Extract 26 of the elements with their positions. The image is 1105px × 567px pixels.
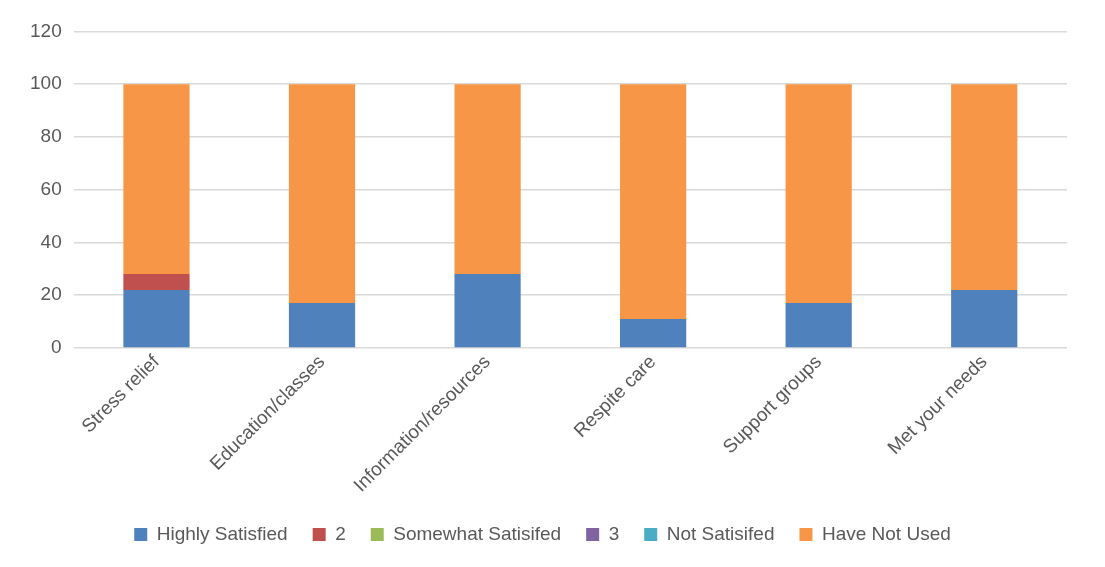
bar <box>288 84 356 304</box>
bar <box>785 303 852 348</box>
bar <box>620 84 687 319</box>
bar <box>620 318 687 348</box>
y-tick-label: 80 <box>40 125 62 147</box>
y-tick-label: 100 <box>30 72 62 94</box>
legend-label: Have Not Used <box>821 522 951 544</box>
bar <box>951 289 1018 348</box>
bar <box>123 274 190 290</box>
bar <box>123 84 190 275</box>
legend-label: Highly Satisfied <box>156 522 288 544</box>
bar <box>454 84 521 275</box>
bar <box>951 84 1018 290</box>
legend-label: 2 <box>335 522 346 544</box>
bar <box>454 274 521 348</box>
y-tick-label: 20 <box>40 283 62 305</box>
y-tick-label: 0 <box>51 336 62 358</box>
y-tick-label: 40 <box>40 230 62 252</box>
legend-label: Somewhat Satisifed <box>393 522 562 544</box>
legend-label: Not Satisifed <box>666 522 775 544</box>
bar <box>123 289 190 348</box>
bar <box>785 84 852 304</box>
y-tick-label: 120 <box>30 19 62 41</box>
y-tick-label: 60 <box>40 177 62 199</box>
legend-label: 3 <box>608 522 620 544</box>
bar <box>288 303 356 348</box>
